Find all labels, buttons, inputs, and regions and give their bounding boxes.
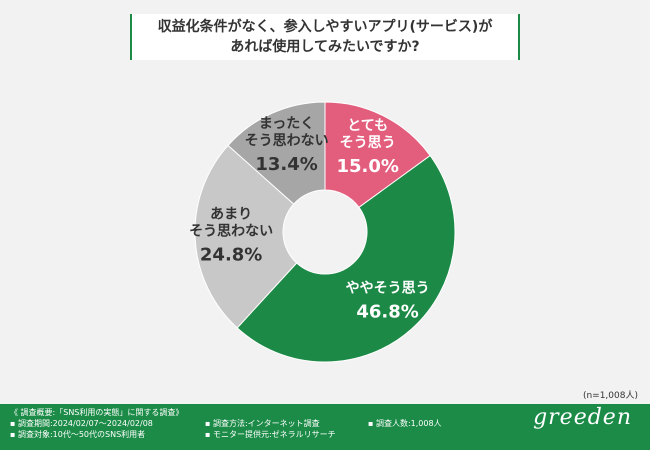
slice-3 (227, 101, 326, 205)
slice-2 (194, 144, 298, 329)
slice-0-label-0: とても (347, 118, 388, 134)
survey-overview: 《 調査概要:「SNS利用の実態」に関する調査》 (10, 408, 184, 417)
chart-title: 収益化条件がなく、参入しやすいアプリ(サービス)が あれば使用してみたいですか? (130, 14, 520, 60)
survey-monitor: ▪ モニター提供元:ゼネラルリサーチ (205, 430, 336, 439)
slice-1-value: 46.8% (356, 302, 418, 323)
survey-count: ▪ 調査人数:1,008人 (368, 419, 442, 428)
slice-2-label-0: あまり (210, 207, 252, 223)
slice-2-value: 24.8% (200, 245, 262, 266)
slice-0-value: 15.0% (336, 156, 398, 177)
footer-col-1: 《 調査概要:「SNS利用の実態」に関する調査》 ▪ 調査期間:2024/02/… (10, 407, 183, 440)
slice-3-value: 13.4% (255, 154, 317, 175)
title-line-1: 収益化条件がなく、参入しやすいアプリ(サービス)が (157, 19, 493, 35)
survey-period: ▪ 調査期間:2024/02/07〜2024/02/08 (10, 419, 153, 428)
survey-method: ▪ 調査方法:インターネット調査 (205, 419, 320, 428)
footer-col-2: ▪ 調査方法:インターネット調査 ▪ モニター提供元:ゼネラルリサーチ (205, 418, 336, 440)
footer-col-3: ▪ 調査人数:1,008人 (368, 418, 442, 429)
slice-3-label-0: まったく (259, 116, 314, 132)
sample-size-note: (n=1,008人) (582, 391, 638, 401)
footer-bar: 《 調査概要:「SNS利用の実態」に関する調査》 ▪ 調査期間:2024/02/… (0, 404, 650, 450)
title-line-2: あれば使用してみたいですか? (230, 39, 420, 55)
donut-chart: とてもそう思う15.0%ややそう思う46.8%あまりそう思わない24.8%まった… (189, 101, 456, 363)
slice-2-label-1: そう思わない (189, 224, 273, 240)
slice-3-label-1: そう思わない (245, 133, 329, 149)
slice-1-label-0: ややそう思う (346, 281, 430, 297)
brand-logo: greeden (533, 405, 632, 430)
slice-0-label-1: そう思う (340, 135, 396, 151)
survey-target: ▪ 調査対象:10代〜50代のSNS利用者 (10, 430, 146, 439)
slice-0 (324, 101, 431, 209)
slice-1 (236, 154, 456, 363)
